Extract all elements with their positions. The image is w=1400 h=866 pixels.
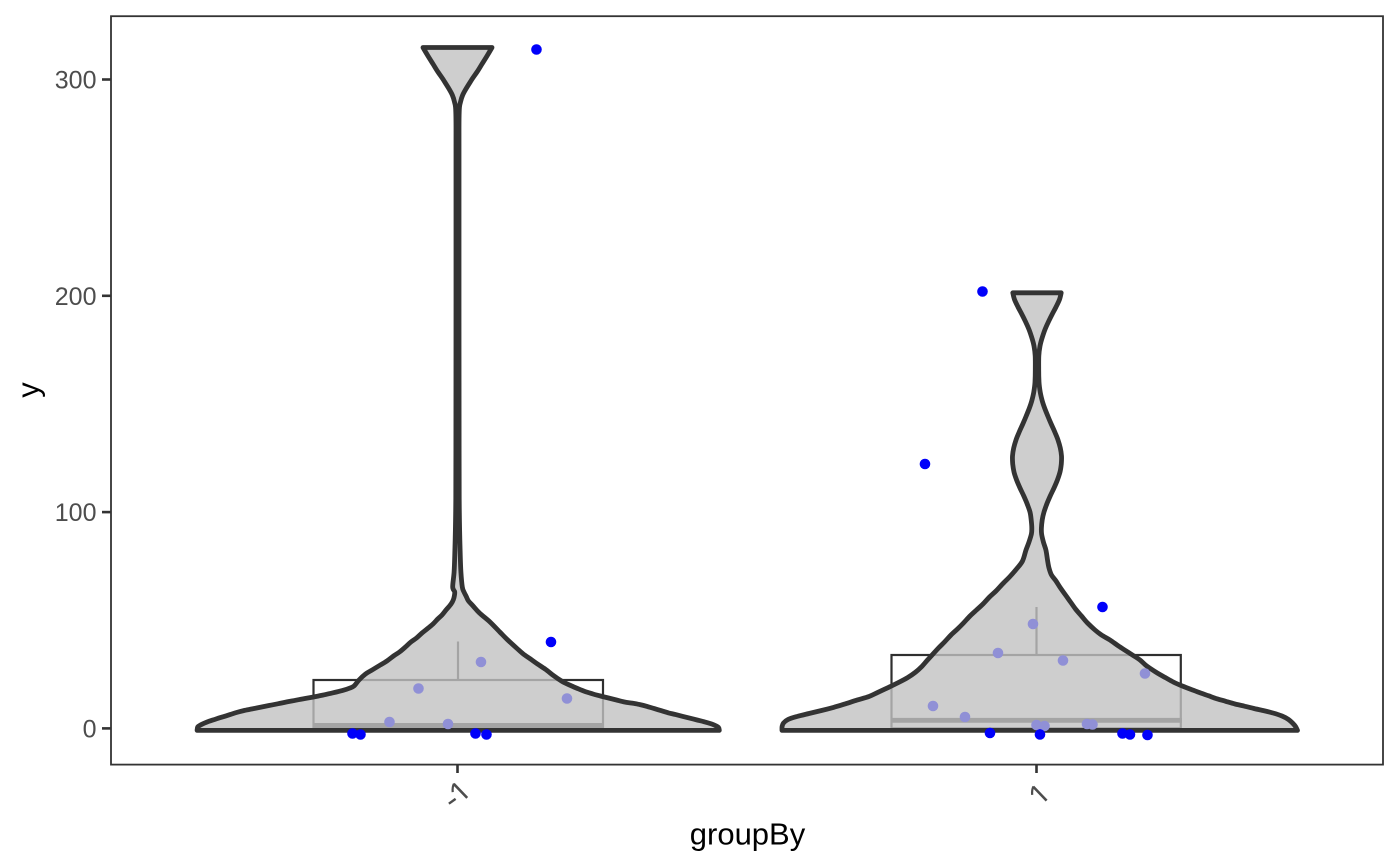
svg-text:300: 300 [55, 67, 97, 95]
svg-text:100: 100 [55, 499, 97, 527]
svg-text:groupBy: groupBy [690, 817, 806, 852]
svg-text:0: 0 [83, 715, 97, 743]
svg-text:y: y [11, 382, 46, 398]
svg-text:200: 200 [55, 283, 97, 311]
